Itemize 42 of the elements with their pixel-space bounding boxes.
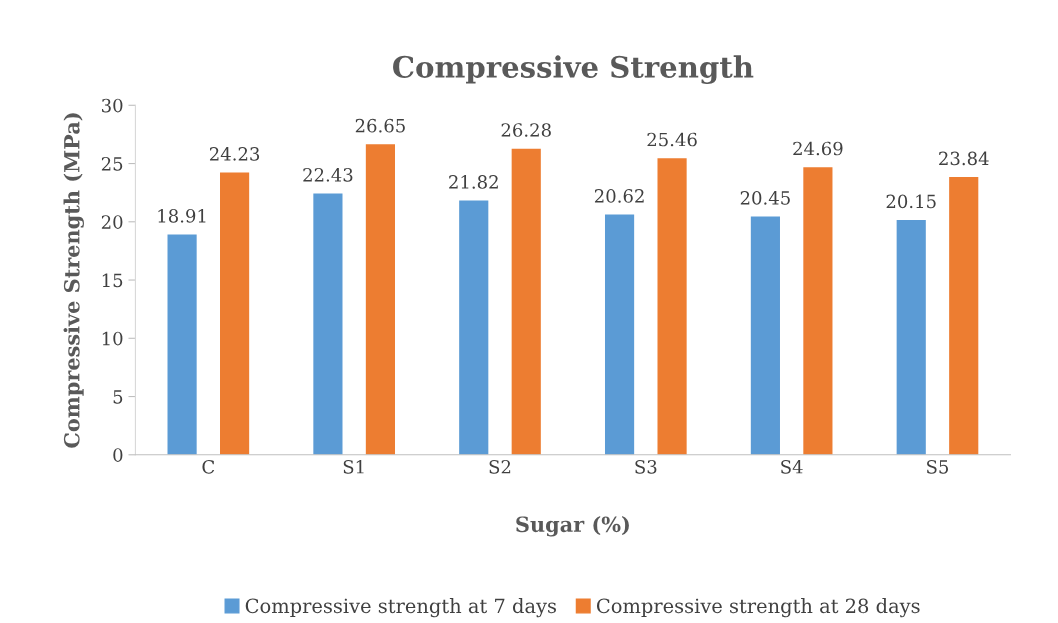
legend-label: Compressive strength at 28 days — [596, 598, 920, 618]
data-label: 20.15 — [886, 194, 936, 209]
data-label: 22.43 — [303, 167, 353, 182]
x-tick-label: S3 — [635, 459, 657, 474]
x-tick-label: C — [202, 459, 215, 474]
y-tick-label: 0 — [113, 448, 123, 462]
bar — [657, 158, 687, 455]
bar — [365, 144, 395, 455]
data-label: 18.91 — [158, 209, 206, 223]
bar — [896, 220, 926, 455]
bar — [167, 234, 197, 455]
chart-title: Compressive Strength — [393, 55, 754, 84]
bar — [511, 148, 541, 455]
y-tick-label: 10 — [102, 331, 123, 346]
x-tick-label: S2 — [489, 459, 511, 474]
data-label: 26.28 — [501, 123, 551, 137]
bar — [949, 177, 979, 455]
x-axis-title: Sugar (%) — [516, 516, 629, 537]
y-tick-label: 15 — [102, 273, 123, 288]
bar — [604, 214, 635, 455]
legend-label: Compressive strength at 7 days — [245, 598, 556, 618]
data-label: 26.65 — [355, 118, 405, 133]
x-tick-label: S5 — [927, 459, 949, 474]
bar — [803, 167, 833, 455]
data-label: 21.82 — [449, 175, 498, 189]
bar — [750, 216, 780, 455]
data-label: 20.45 — [740, 191, 790, 205]
y-tick-label: 20 — [101, 215, 123, 229]
y-tick-label: 5 — [113, 390, 123, 404]
data-label: 24.23 — [209, 147, 260, 161]
data-label: 24.69 — [793, 141, 843, 156]
y-axis-title: Compressive Strength (MPa) — [63, 113, 84, 448]
x-tick-label: S1 — [343, 459, 364, 474]
data-label: 23.84 — [939, 151, 989, 166]
bar — [220, 172, 250, 455]
data-label: 20.62 — [594, 189, 644, 203]
x-tick-label: S4 — [781, 459, 803, 474]
bar — [313, 193, 343, 455]
bar — [459, 200, 489, 455]
y-tick-label: 30 — [102, 98, 123, 113]
y-tick-label: 25 — [101, 157, 123, 171]
data-label: 25.46 — [647, 132, 697, 147]
